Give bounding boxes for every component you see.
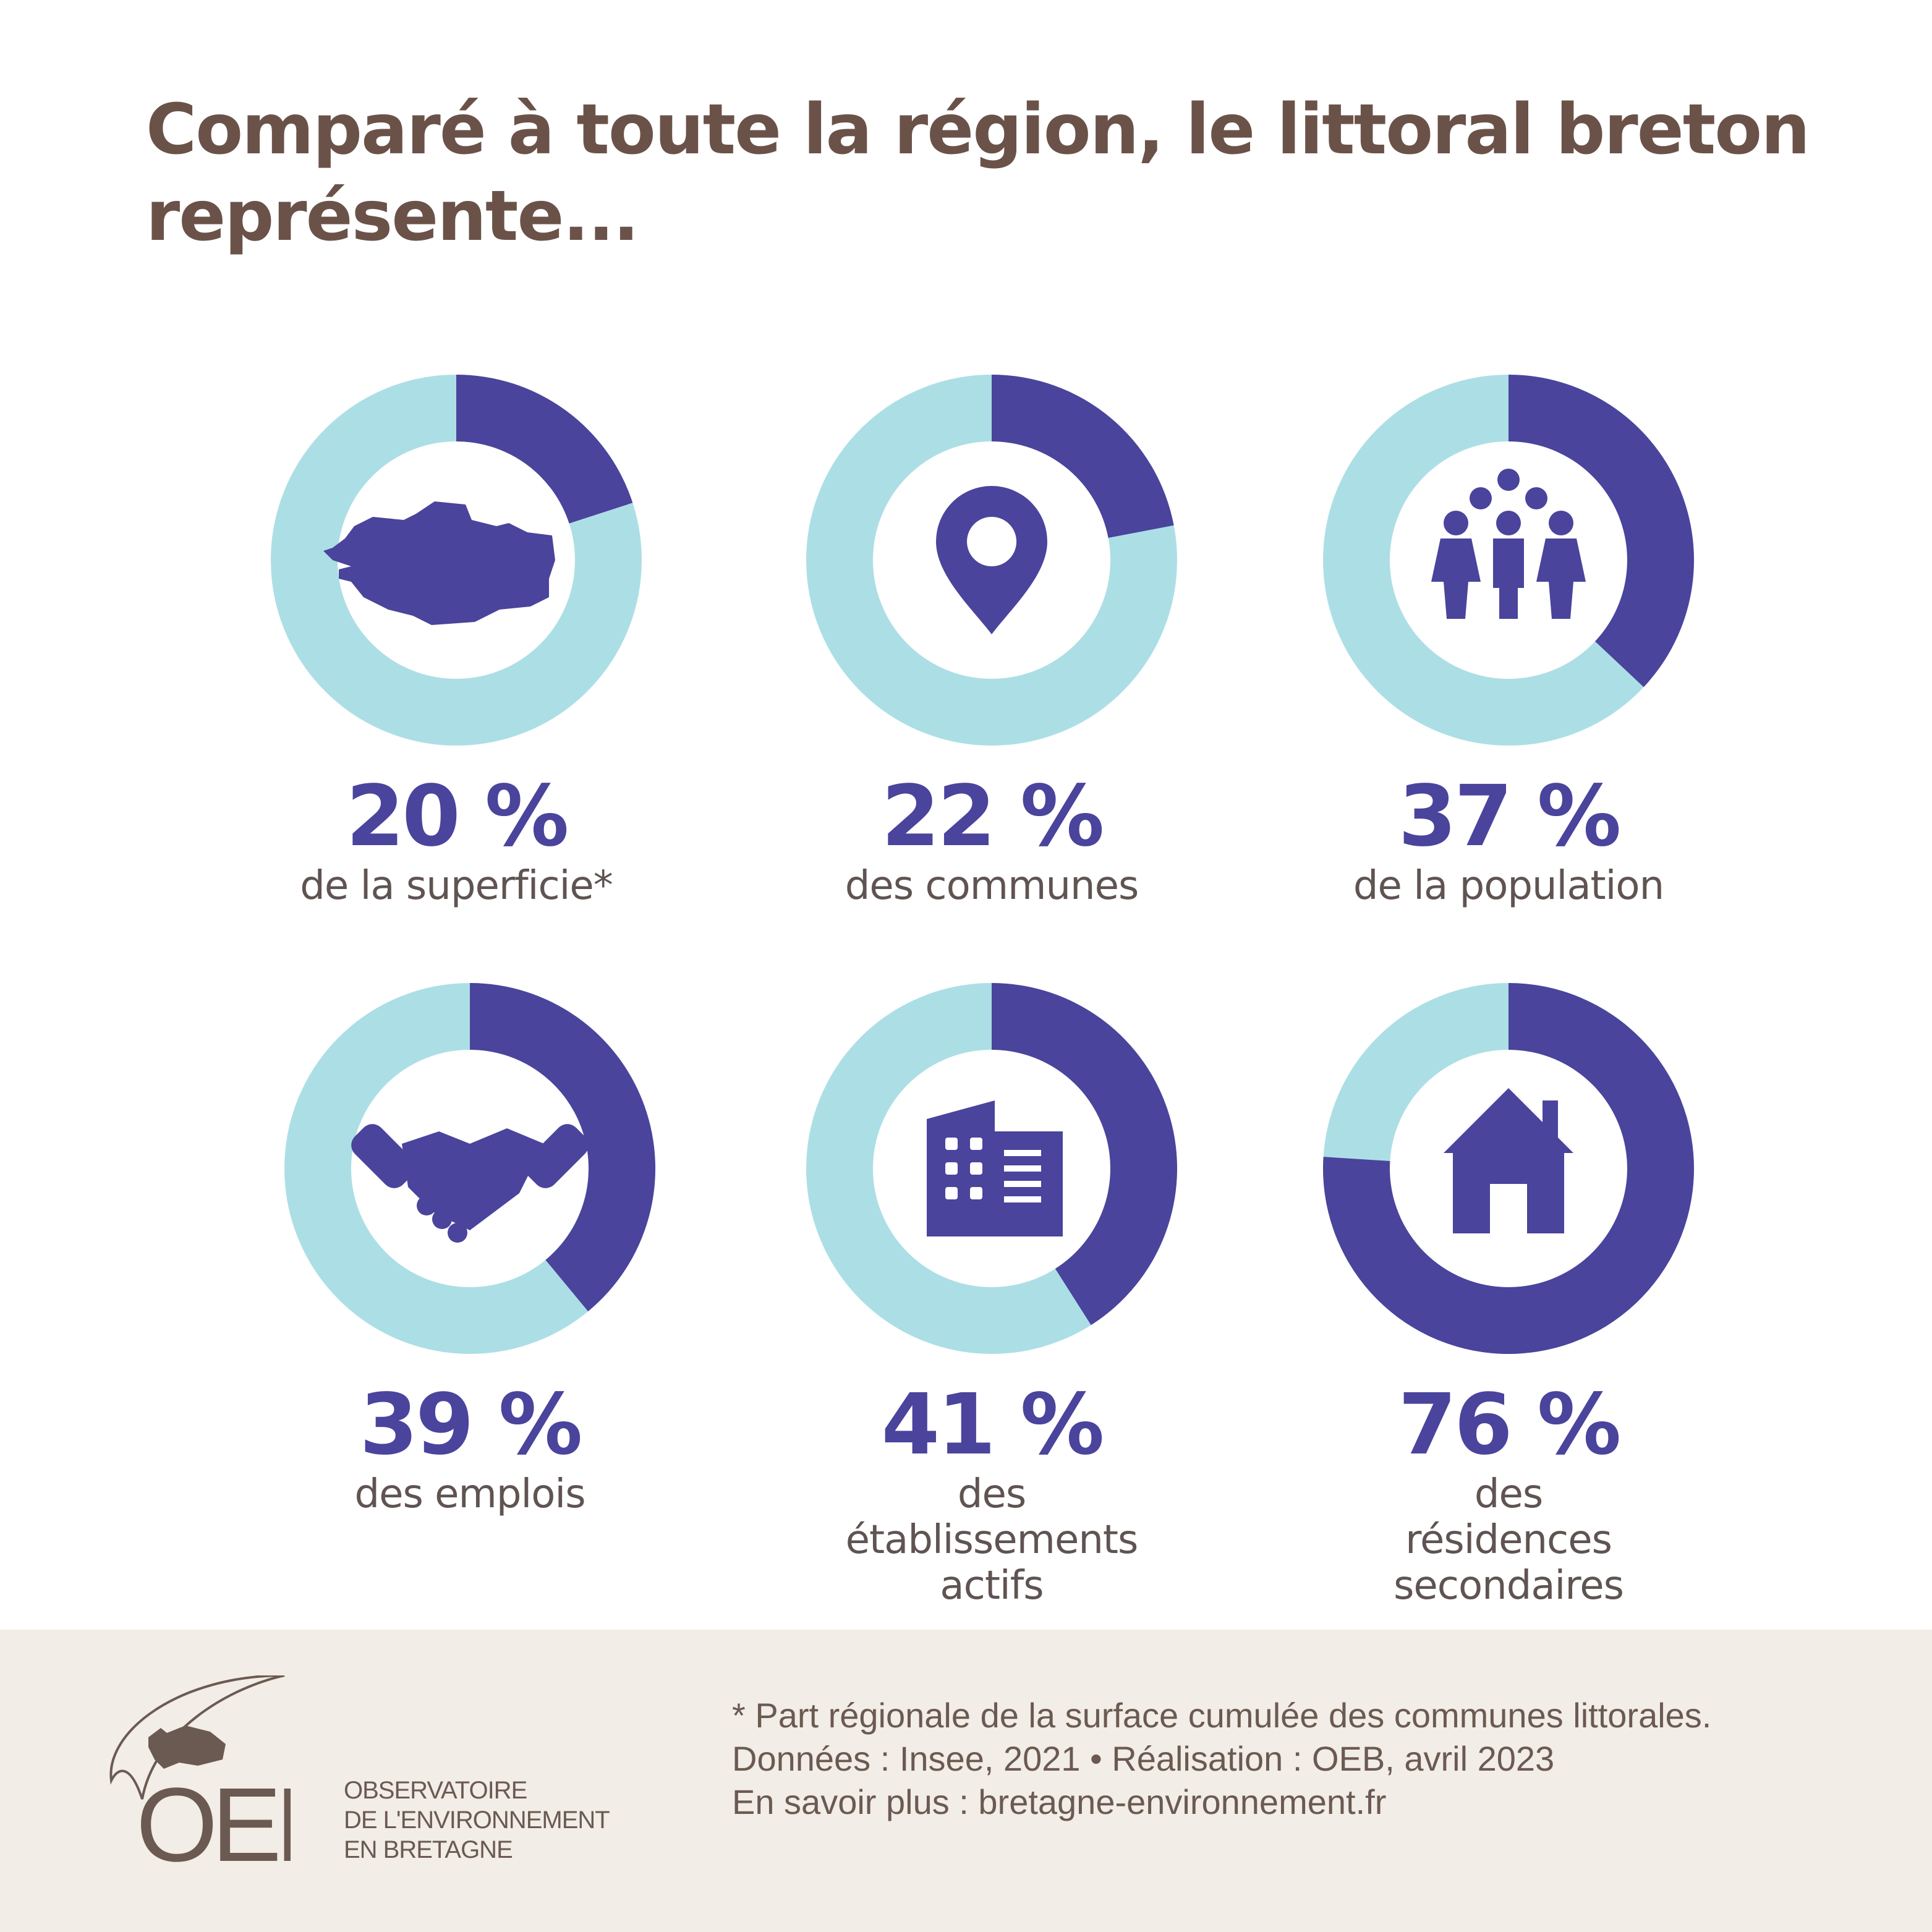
donut-chart — [1323, 375, 1694, 746]
oeb-logo: OEB OBSERVATOIRE DE L'ENVIRONNEMENT EN B… — [105, 1674, 624, 1884]
percent-label: des emplois — [354, 1471, 585, 1517]
percent-label: des établissements actifs — [845, 1471, 1139, 1609]
percent-label: de la population — [1353, 863, 1664, 909]
donut-item: 39 % des emplois — [223, 983, 717, 1517]
percent-value: 37 % — [1398, 768, 1622, 866]
percent-value: 22 % — [881, 768, 1105, 866]
donut-item: 37 % de la population — [1261, 375, 1756, 909]
percent-value: 41 % — [881, 1376, 1105, 1474]
donut-value-segment — [992, 375, 1174, 538]
more-info-link[interactable]: En savoir plus : bretagne-environnement.… — [732, 1782, 1387, 1821]
location-pin-icon — [936, 486, 1047, 634]
logo-text: OBSERVATOIRE DE L'ENVIRONNEMENT EN BRETA… — [344, 1776, 610, 1865]
footer-text: * Part régionale de la surface cumulée d… — [732, 1694, 1711, 1824]
donut-chart — [806, 375, 1177, 746]
donut-item: 22 % des communes — [744, 375, 1239, 909]
donut-value-segment — [456, 375, 633, 524]
source-credit: Données : Insee, 2021 • Réalisation : OE… — [732, 1739, 1555, 1778]
logo-line: EN BRETAGNE — [344, 1836, 513, 1863]
footer — [0, 1630, 1932, 1932]
oeb-logo-mark: OEB — [109, 1674, 347, 1884]
percent-label: de la superficie* — [300, 863, 613, 909]
brittany-map-icon — [323, 501, 555, 625]
building-icon — [927, 1100, 1063, 1236]
percent-label: des résidences secondaires — [1394, 1471, 1624, 1609]
logo-line: DE L'ENVIRONNEMENT — [344, 1806, 610, 1834]
donut-item: 41 % des établissements actifs — [744, 983, 1239, 1609]
house-icon — [1444, 1088, 1573, 1233]
percent-value: 39 % — [359, 1376, 583, 1474]
donut-item: 76 % des résidences secondaires — [1261, 983, 1756, 1609]
donut-item: 20 % de la superficie* — [209, 375, 704, 909]
donut-value-segment — [1323, 983, 1694, 1354]
donut-chart — [806, 983, 1177, 1354]
donut-value-segment — [1509, 375, 1694, 687]
handshake-icon — [351, 1124, 589, 1243]
logo-line: OBSERVATOIRE — [344, 1777, 527, 1804]
donut-value-segment — [470, 983, 655, 1312]
people-group-icon — [1431, 469, 1586, 619]
donut-chart — [1323, 983, 1694, 1354]
page-title: Comparé à toute la région, le littoral b… — [146, 90, 1810, 257]
percent-value: 20 % — [346, 768, 569, 866]
percent-label: des communes — [845, 863, 1139, 909]
percent-value: 76 % — [1398, 1376, 1622, 1474]
donut-value-segment — [992, 983, 1177, 1326]
footnote: * Part régionale de la surface cumulée d… — [732, 1696, 1712, 1735]
donut-chart — [284, 983, 655, 1354]
donut-chart — [271, 375, 642, 746]
logo-acronym: OEB — [136, 1766, 291, 1873]
